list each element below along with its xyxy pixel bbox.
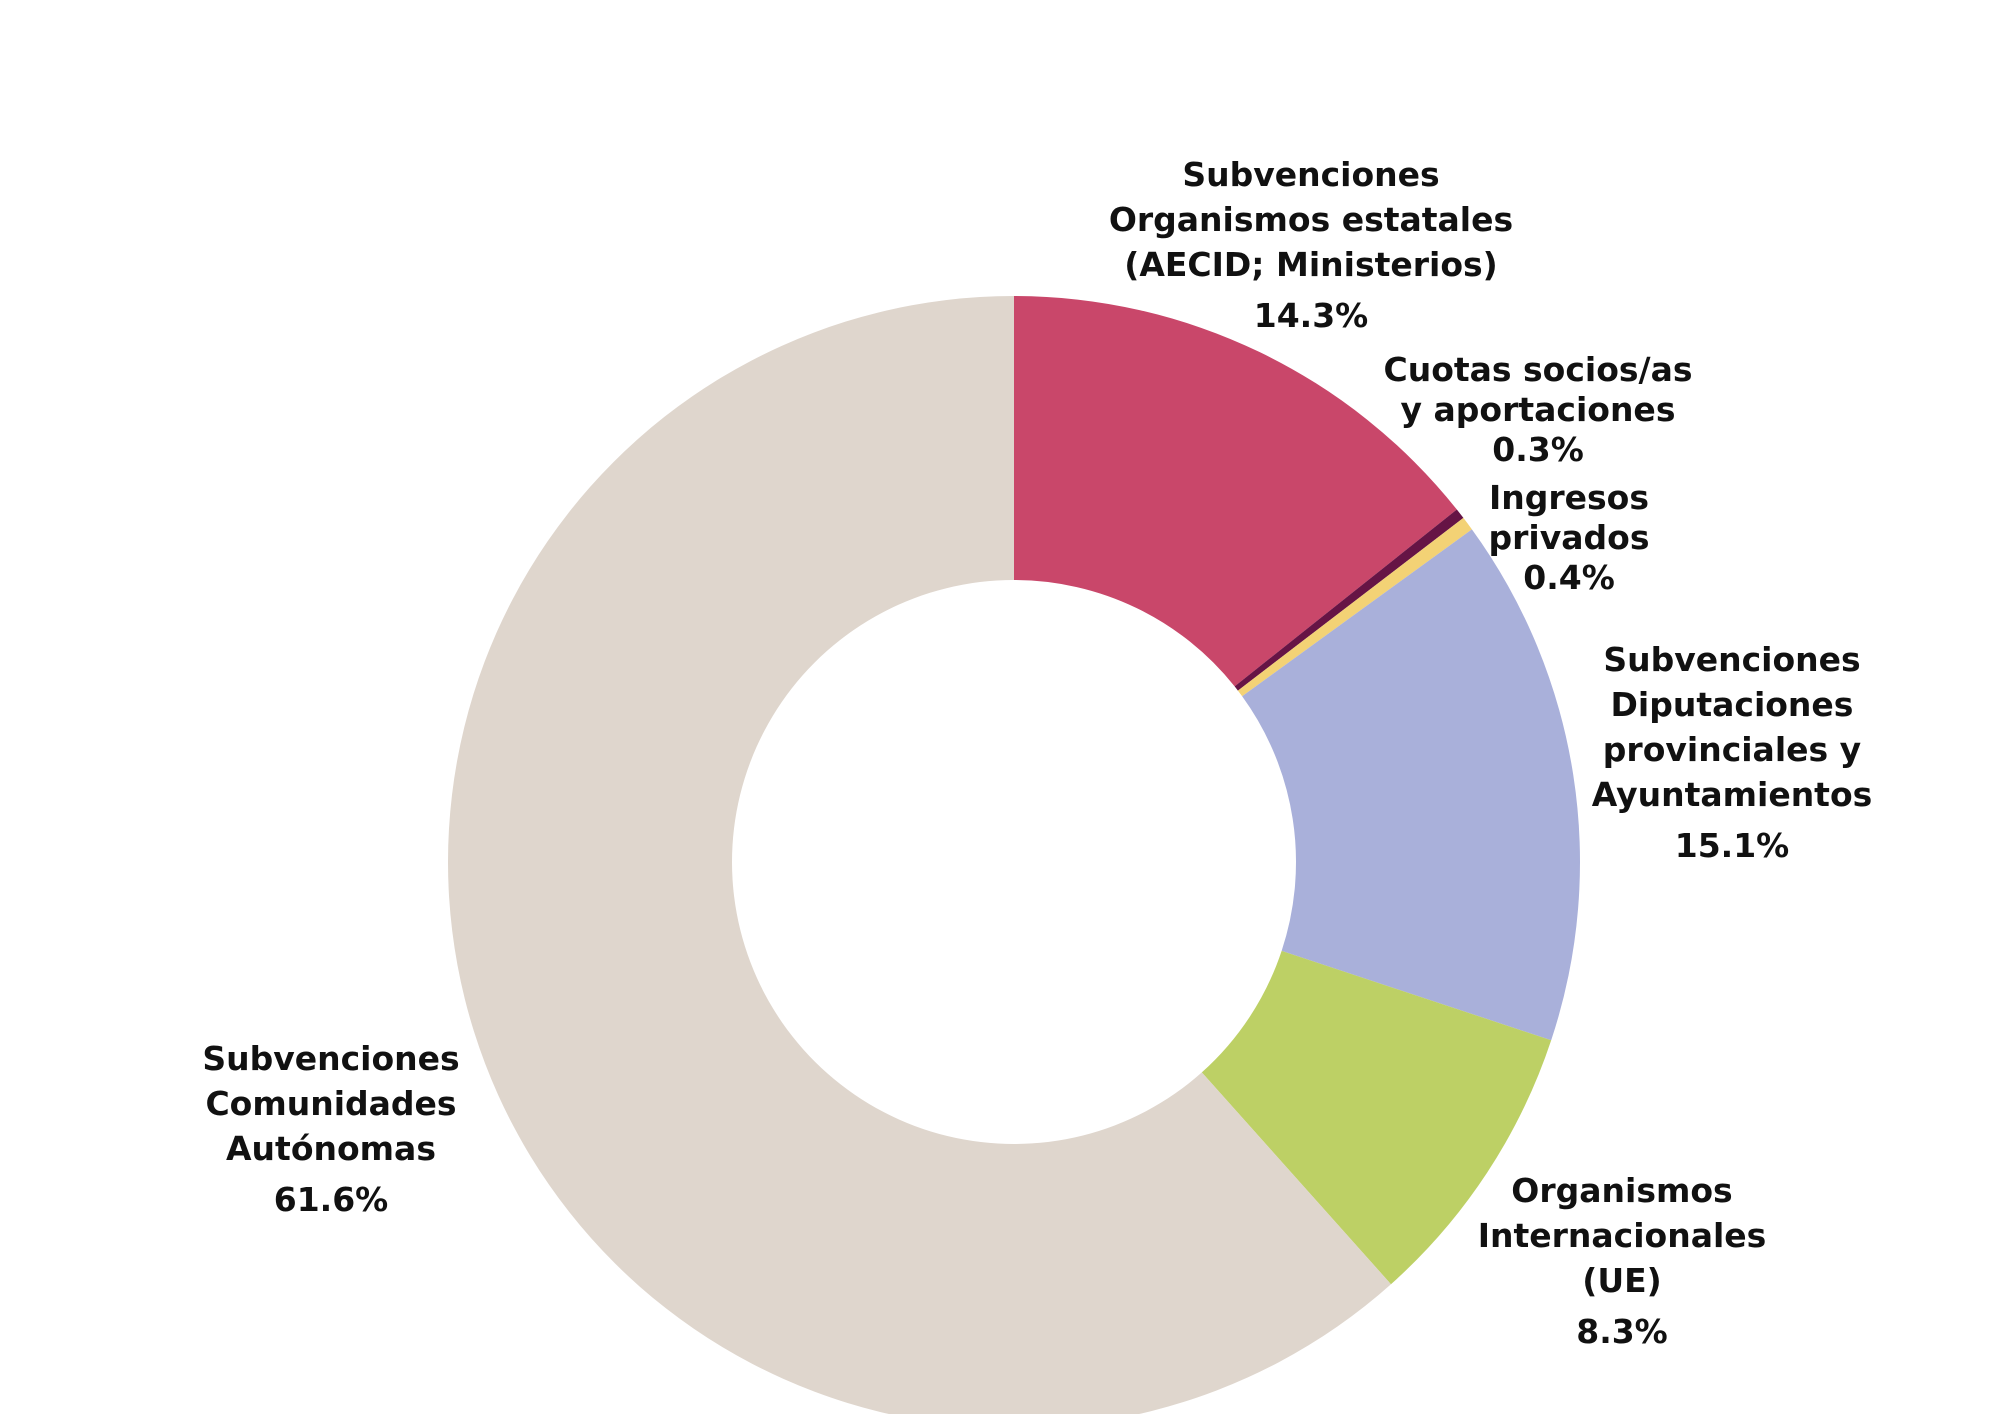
donut-slice-0 xyxy=(1014,296,1457,687)
slice-label-line: Diputaciones xyxy=(1610,685,1854,724)
slice-label-line: provinciales y xyxy=(1602,730,1862,769)
slice-label-line: y aportaciones xyxy=(1400,390,1676,429)
slice-value-label: 61.6% xyxy=(273,1180,389,1219)
slice-label-line: Comunidades xyxy=(205,1084,457,1123)
slice-value-label: 0.3% xyxy=(1492,430,1584,469)
slice-label-line: Cuotas socios/as xyxy=(1383,350,1693,389)
label-organismos-estatales: Subvenciones Organismos estatales (AECID; … xyxy=(1109,152,1513,338)
slice-label-line: Subvenciones xyxy=(1182,155,1440,194)
slice-label-line: (AECID; Ministerios) xyxy=(1124,245,1498,284)
slice-value-label: 8.3% xyxy=(1576,1312,1668,1351)
label-cuotas-socios: Cuotas socios/as y aportaciones 0.3% xyxy=(1383,350,1692,470)
label-organismos-internacionales: Organismos Internacionales (UE) 8.3% xyxy=(1478,1168,1767,1354)
slice-label-line: Ingresos xyxy=(1488,478,1649,517)
label-comunidades-autonomas: Subvenciones Comunidades Autónomas 61.6% xyxy=(202,1036,459,1222)
donut-slice-2 xyxy=(1237,517,1472,697)
donut-slice-4 xyxy=(1201,950,1552,1285)
slice-label-line: privados xyxy=(1488,518,1650,557)
slice-label-line: Organismos xyxy=(1511,1171,1733,1210)
slice-label-line: Autónomas xyxy=(226,1129,436,1168)
label-ingresos-privados: Ingresos privados 0.4% xyxy=(1489,478,1650,598)
slice-value-label: 15.1% xyxy=(1674,826,1790,865)
slice-value-label: 14.3% xyxy=(1253,296,1369,335)
slice-value-label: 0.4% xyxy=(1523,558,1615,597)
slice-label-line: Internacionales xyxy=(1477,1216,1767,1255)
slice-label-line: Subvenciones xyxy=(1603,640,1861,679)
slice-label-line: Subvenciones xyxy=(202,1039,460,1078)
slice-label-line: Organismos estatales xyxy=(1108,200,1514,239)
donut-slice-3 xyxy=(1242,529,1581,1041)
slice-label-line: Ayuntamientos xyxy=(1591,775,1873,814)
donut-slice-1 xyxy=(1234,509,1464,691)
donut-slice-5 xyxy=(447,296,1391,1414)
slice-label-line: (UE) xyxy=(1582,1261,1662,1300)
label-diputaciones-ayuntamientos: Subvenciones Diputaciones provinciales y Ay… xyxy=(1592,637,1873,868)
